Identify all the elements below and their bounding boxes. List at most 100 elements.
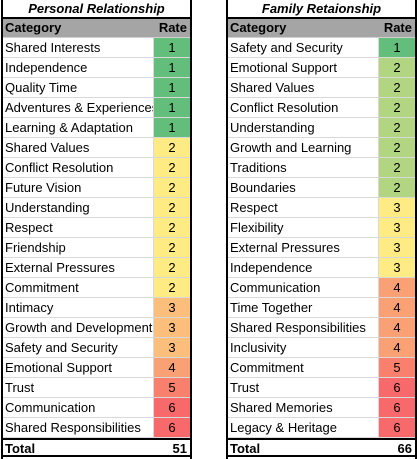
- rate-cell[interactable]: 4: [379, 338, 415, 357]
- category-cell[interactable]: Conflict Resolution: [3, 158, 154, 177]
- category-cell[interactable]: Growth and Learning: [228, 138, 379, 157]
- category-cell[interactable]: Traditions: [228, 158, 379, 177]
- rate-cell[interactable]: 6: [154, 418, 190, 437]
- category-cell[interactable]: Future Vision: [3, 178, 154, 197]
- rate-cell[interactable]: 3: [379, 198, 415, 217]
- table-title: Personal Relationship: [3, 0, 190, 19]
- category-cell[interactable]: External Pressures: [3, 258, 154, 277]
- rate-cell[interactable]: 5: [154, 378, 190, 397]
- rate-cell[interactable]: 2: [379, 78, 415, 97]
- category-cell[interactable]: Respect: [3, 218, 154, 237]
- category-cell[interactable]: Friendship: [3, 238, 154, 257]
- rate-cell[interactable]: 2: [379, 138, 415, 157]
- rate-cell[interactable]: 2: [154, 278, 190, 297]
- category-column-header[interactable]: Category: [230, 20, 287, 35]
- category-cell[interactable]: Shared Values: [228, 78, 379, 97]
- rate-cell[interactable]: 3: [154, 318, 190, 337]
- category-cell[interactable]: Emotional Support: [3, 358, 154, 377]
- table-body: Safety and Security 1 Emotional Support 2 Sh…: [228, 38, 415, 438]
- rate-cell[interactable]: 2: [154, 138, 190, 157]
- rate-cell[interactable]: 3: [379, 218, 415, 237]
- rate-cell[interactable]: 1: [154, 78, 190, 97]
- category-cell[interactable]: Learning & Adaptation: [3, 118, 154, 137]
- category-cell[interactable]: Emotional Support: [228, 58, 379, 77]
- category-cell[interactable]: Time Together: [228, 298, 379, 317]
- rate-cell[interactable]: 4: [379, 298, 415, 317]
- category-cell[interactable]: Independence: [3, 58, 154, 77]
- total-value[interactable]: 51: [172, 441, 187, 456]
- total-label[interactable]: Total: [230, 441, 261, 456]
- category-cell[interactable]: Shared Responsibilities: [228, 318, 379, 337]
- total-value[interactable]: 66: [397, 441, 412, 456]
- rate-cell[interactable]: 1: [154, 38, 190, 57]
- category-cell[interactable]: Legacy & Heritage: [228, 418, 379, 437]
- rate-cell[interactable]: 6: [379, 418, 415, 437]
- table-row: Shared Responsibilities 4: [228, 318, 415, 338]
- rate-cell[interactable]: 4: [154, 358, 190, 377]
- table-row: Friendship 2: [3, 238, 190, 258]
- rate-cell[interactable]: 2: [154, 198, 190, 217]
- rate-cell[interactable]: 2: [379, 98, 415, 117]
- rate-cell[interactable]: 2: [379, 178, 415, 197]
- total-label[interactable]: Total: [5, 441, 36, 456]
- rate-cell[interactable]: 2: [379, 158, 415, 177]
- category-cell[interactable]: Trust: [228, 378, 379, 397]
- category-cell[interactable]: Growth and Development: [5, 318, 154, 337]
- category-cell[interactable]: Shared Memories: [228, 398, 379, 417]
- rate-column-header[interactable]: Rate: [383, 20, 412, 35]
- rate-cell[interactable]: 1: [154, 98, 190, 117]
- table-title: Family Retaionship: [228, 0, 415, 19]
- table-row: Shared Interests 1: [3, 38, 190, 58]
- category-cell[interactable]: Communication: [3, 398, 154, 417]
- rate-cell[interactable]: 2: [154, 258, 190, 277]
- rate-cell[interactable]: 2: [154, 178, 190, 197]
- rate-cell[interactable]: 6: [379, 378, 415, 397]
- rate-cell[interactable]: 2: [154, 218, 190, 237]
- category-cell[interactable]: External Pressures: [228, 238, 379, 257]
- category-cell[interactable]: Understanding: [228, 118, 379, 137]
- rate-cell[interactable]: 1: [379, 38, 415, 57]
- category-cell[interactable]: Flexibility: [228, 218, 379, 237]
- rate-cell[interactable]: 2: [154, 158, 190, 177]
- rate-cell[interactable]: 4: [379, 318, 415, 337]
- rate-cell[interactable]: 6: [154, 398, 190, 417]
- rate-cell[interactable]: 3: [379, 238, 415, 257]
- category-cell[interactable]: Commitment: [228, 358, 379, 377]
- category-cell[interactable]: Communication: [228, 278, 379, 297]
- category-cell[interactable]: Trust: [3, 378, 154, 397]
- rate-cell[interactable]: 6: [379, 398, 415, 417]
- rate-cell[interactable]: 4: [379, 278, 415, 297]
- table-row: Emotional Support 2: [228, 58, 415, 78]
- category-cell[interactable]: Safety and Security: [3, 338, 154, 357]
- table-row: Commitment 5: [228, 358, 415, 378]
- rate-cell[interactable]: 3: [379, 258, 415, 277]
- rate-cell[interactable]: 2: [379, 118, 415, 137]
- category-cell[interactable]: Boundaries: [228, 178, 379, 197]
- category-column-header[interactable]: Category: [5, 20, 62, 35]
- rate-cell[interactable]: 2: [154, 238, 190, 257]
- category-cell[interactable]: Adventures & Experiences: [5, 98, 154, 117]
- category-cell[interactable]: Shared Values: [3, 138, 154, 157]
- category-cell[interactable]: Shared Interests: [3, 38, 154, 57]
- rate-cell[interactable]: 1: [154, 58, 190, 77]
- category-cell[interactable]: Commitment: [3, 278, 154, 297]
- category-cell[interactable]: Conflict Resolution: [228, 98, 379, 117]
- table-row: Growth and Learning 2: [228, 138, 415, 158]
- category-cell[interactable]: Quality Time: [3, 78, 154, 97]
- rate-cell[interactable]: 2: [379, 58, 415, 77]
- table-row: Safety and Security 1: [228, 38, 415, 58]
- table-row: Time Together 4: [228, 298, 415, 318]
- rate-cell[interactable]: 5: [379, 358, 415, 377]
- table-row: Shared Responsibilities 6: [3, 418, 190, 438]
- category-cell[interactable]: Independence: [228, 258, 379, 277]
- category-cell[interactable]: Understanding: [3, 198, 154, 217]
- category-cell[interactable]: Inclusivity: [228, 338, 379, 357]
- category-cell[interactable]: Safety and Security: [228, 38, 379, 57]
- rate-cell[interactable]: 1: [154, 118, 190, 137]
- category-cell[interactable]: Respect: [228, 198, 379, 217]
- rate-cell[interactable]: 3: [154, 298, 190, 317]
- rate-cell[interactable]: 3: [154, 338, 190, 357]
- category-cell[interactable]: Shared Responsibilities: [3, 418, 154, 437]
- rate-column-header[interactable]: Rate: [158, 20, 187, 35]
- category-cell[interactable]: Intimacy: [3, 298, 154, 317]
